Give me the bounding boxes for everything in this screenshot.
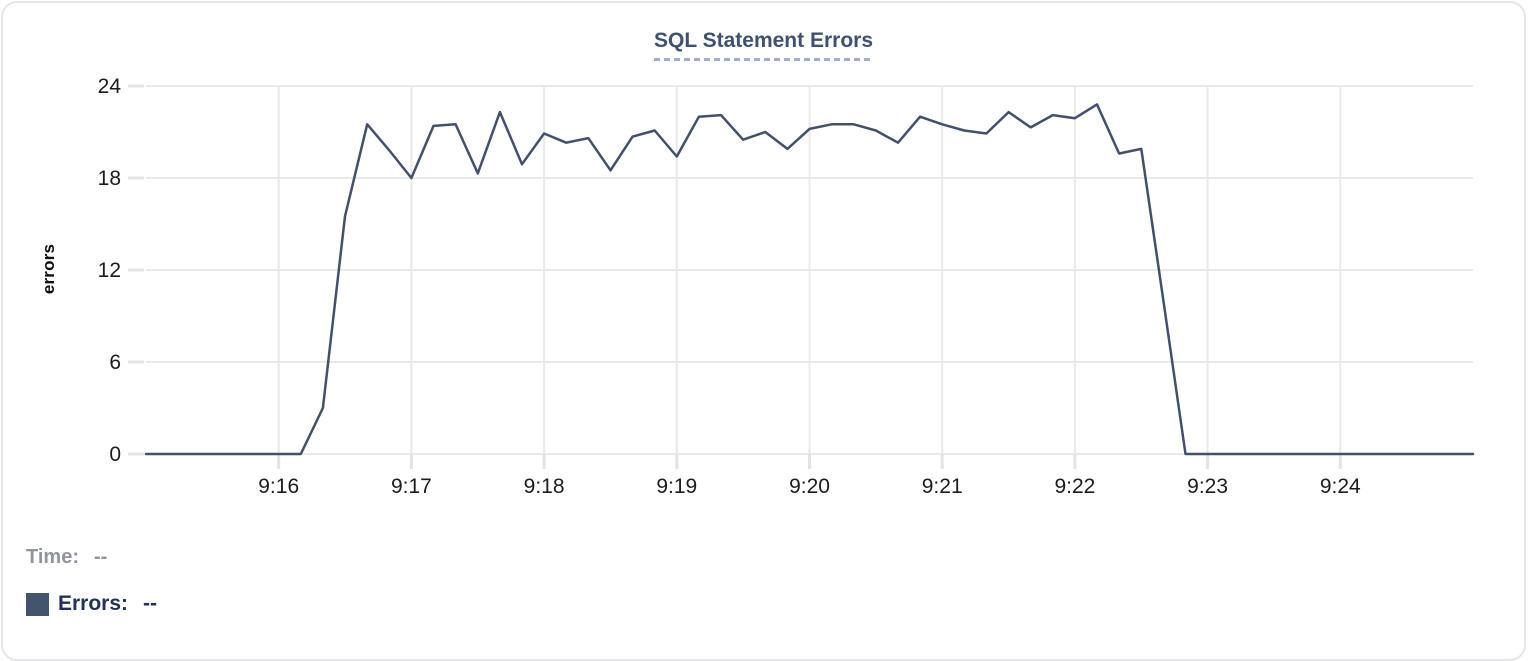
- legend-errors-label: Errors:: [58, 592, 129, 615]
- x-tick-label: 9:19: [656, 475, 697, 498]
- y-tick-label: 6: [109, 351, 121, 374]
- x-tick-label: 9:22: [1054, 475, 1095, 498]
- x-tick-label: 9:24: [1320, 475, 1361, 498]
- legend-time-label: Time:: [26, 545, 79, 568]
- x-tick-label: 9:20: [789, 475, 830, 498]
- y-tick-label: 0: [109, 443, 121, 466]
- legend-errors-row[interactable]: Errors: --: [26, 591, 157, 617]
- errors-series-line: [144, 103, 1475, 456]
- x-tick-label: 9:21: [922, 475, 963, 498]
- y-tick-label: 12: [98, 259, 121, 282]
- chart-title[interactable]: SQL Statement Errors: [653, 29, 873, 61]
- legend-errors-value: --: [143, 592, 158, 615]
- y-tick-label: 24: [98, 75, 122, 98]
- legend-time-row: Time: --: [26, 544, 157, 570]
- x-tick-label: 9:18: [524, 475, 565, 498]
- x-tick-label: 9:23: [1187, 475, 1228, 498]
- x-tick-label: 9:17: [391, 475, 432, 498]
- errors-series-swatch: [26, 592, 49, 616]
- x-tick-label: 9:16: [258, 475, 299, 498]
- line-chart-plot-area[interactable]: 0 6 12 18 24 9:16 9:17 9:18 9:19 9:20 9:21 9:22 9:23…: [3, 3, 1528, 513]
- legend-time-value: --: [93, 545, 108, 568]
- chart-header: SQL Statement Errors: [3, 29, 1524, 61]
- y-tick-label: 18: [98, 167, 121, 190]
- chart-legend: Time: -- Errors: --: [26, 544, 157, 617]
